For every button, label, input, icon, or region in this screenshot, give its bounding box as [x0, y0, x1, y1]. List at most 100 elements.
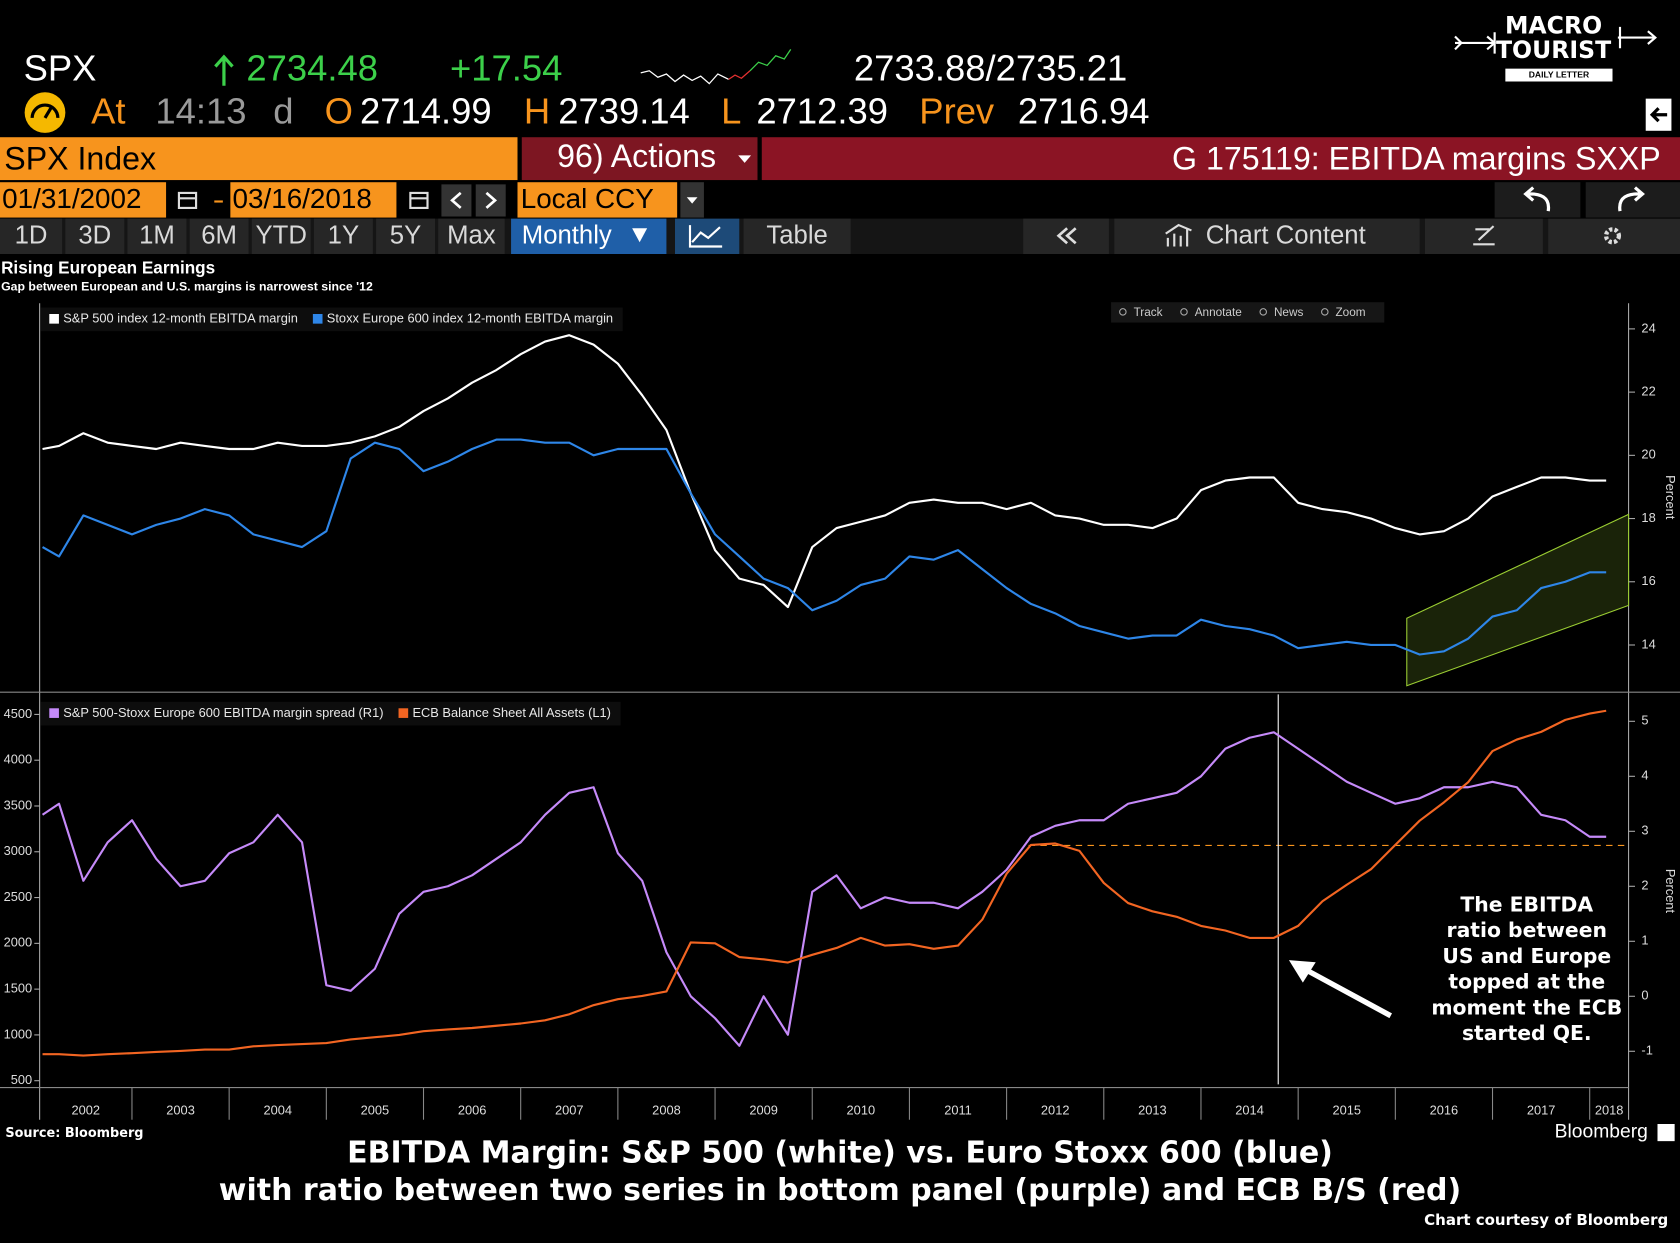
high: 2739.14 — [558, 90, 690, 131]
tool-label: News — [1274, 306, 1304, 319]
currency-box[interactable] — [517, 182, 678, 218]
logo-line: MACRO — [1505, 11, 1602, 39]
brand: Bloomberg — [1555, 1122, 1648, 1143]
period-label: 3D — [78, 222, 111, 250]
period-buttons: 1D 3D 1M 6M YTD 1Y 5Y Max — [0, 218, 505, 254]
period-label: 1Y — [328, 222, 359, 250]
x-tick-label: 2008 — [652, 1103, 681, 1118]
period-button[interactable] — [313, 218, 373, 254]
period-button[interactable] — [251, 218, 311, 254]
annotation-line: ratio between — [1447, 918, 1607, 942]
collapse-icon — [1056, 227, 1077, 245]
legend-box — [40, 701, 621, 726]
security: SPX Index — [4, 140, 156, 176]
y-tick-label: 18 — [1641, 510, 1655, 525]
next-button[interactable] — [475, 184, 506, 217]
end-date-box[interactable] — [230, 182, 397, 218]
y-tick-label: 1 — [1641, 933, 1648, 948]
currency: Local CCY — [521, 183, 654, 214]
logo-arrows — [1454, 26, 1658, 54]
y-tick-label: 16 — [1641, 573, 1655, 588]
legend-swatch — [49, 708, 59, 718]
period-label: YTD — [256, 222, 307, 250]
y-tick-label: -1 — [1641, 1043, 1652, 1058]
period-button[interactable] — [65, 218, 125, 254]
y-tick-label: 20 — [1641, 447, 1655, 462]
legend-swatch — [398, 708, 409, 718]
tool-label: Annotate — [1195, 306, 1243, 319]
period-button[interactable] — [127, 218, 187, 254]
y-tick-label: 3500 — [4, 797, 33, 812]
period-button[interactable] — [189, 218, 249, 254]
undo-button[interactable] — [1494, 182, 1581, 218]
brand-icon — [1657, 1124, 1675, 1142]
chevrons — [450, 191, 498, 209]
change: +17.54 — [450, 47, 562, 88]
x-tick-label: 2010 — [847, 1103, 876, 1118]
x-tick-label: 2018 — [1595, 1103, 1624, 1118]
series-line — [42, 334, 1607, 609]
start-date: 01/31/2002 — [2, 183, 141, 214]
legend-label: Stoxx Europe 600 index 12-month EBITDA m… — [327, 311, 613, 326]
annotation-line: topped at the — [1448, 970, 1605, 994]
chart-content-button[interactable] — [1114, 218, 1420, 254]
calendar-icons — [177, 191, 429, 210]
actions-button[interactable] — [521, 137, 758, 181]
y-tick-label: 2 — [1641, 878, 1648, 893]
last-price: 2734.48 — [246, 47, 378, 88]
x-tick-label: 2014 — [1235, 1103, 1264, 1118]
dropdown-caret — [632, 228, 648, 243]
sparkline — [640, 70, 729, 85]
time-flag: d — [273, 90, 293, 131]
tool-icon — [1119, 308, 1127, 316]
series-line — [42, 709, 1607, 1057]
period-button[interactable] — [438, 218, 505, 254]
table-button[interactable] — [743, 218, 851, 254]
tool-icon — [1259, 308, 1267, 316]
tools: Track Annotate News Zoom — [1119, 306, 1366, 319]
sparkline — [749, 49, 792, 72]
chart-content: Chart Content — [1206, 222, 1366, 250]
table: Table — [766, 222, 827, 250]
y-tick-label: 500 — [11, 1072, 32, 1087]
logo-strip — [1505, 68, 1613, 82]
start-date-box[interactable] — [0, 182, 167, 218]
x-tick-label: 2011 — [944, 1103, 972, 1118]
x-tick-label: 2016 — [1430, 1103, 1459, 1118]
x-tick-label: 2013 — [1138, 1103, 1167, 1118]
x-tick-label: 2012 — [1041, 1103, 1070, 1118]
exit-arrow — [1649, 107, 1668, 123]
low: 2712.39 — [756, 90, 888, 131]
legend-label: ECB Balance Sheet All Assets (L1) — [412, 705, 610, 720]
y-tick-label: 3 — [1641, 823, 1648, 838]
y-tick-label: 5 — [1641, 713, 1648, 728]
annotation-line: The EBITDA — [1460, 892, 1593, 916]
period-button[interactable] — [0, 218, 63, 254]
actions: 96) Actions — [557, 138, 716, 174]
up-arrow — [214, 54, 234, 86]
settings-button[interactable] — [1548, 218, 1680, 254]
prev-label: Prev — [919, 90, 995, 131]
y-tick-label: 4000 — [4, 752, 33, 767]
x-tick-label: 2006 — [458, 1103, 487, 1118]
period-label: Max — [447, 222, 496, 250]
redo-button[interactable] — [1585, 182, 1680, 218]
prev-button[interactable] — [441, 184, 472, 217]
function-title: G 175119: EBITDA margins SXXP — [1172, 140, 1661, 176]
annotation-line: moment the ECB — [1431, 995, 1622, 1019]
chart-content-icon — [1165, 223, 1192, 247]
settings-icon — [1603, 227, 1622, 245]
y-tick-label: 1000 — [4, 1026, 33, 1041]
period-label: 1M — [139, 222, 175, 250]
x-tick-label: 2002 — [72, 1103, 101, 1118]
x-tick-label: 2005 — [361, 1103, 390, 1118]
chart-subtitle: Gap between European and U.S. margins is… — [1, 279, 373, 293]
period-button[interactable] — [376, 218, 435, 254]
caption-line: with ratio between two series in bottom … — [219, 1173, 1461, 1208]
edit-icon — [1473, 225, 1495, 246]
security-box[interactable] — [0, 137, 518, 181]
annotation-line: US and Europe — [1442, 944, 1611, 968]
function-bar — [761, 137, 1680, 181]
logo-line: DAILY LETTER — [1529, 69, 1590, 79]
